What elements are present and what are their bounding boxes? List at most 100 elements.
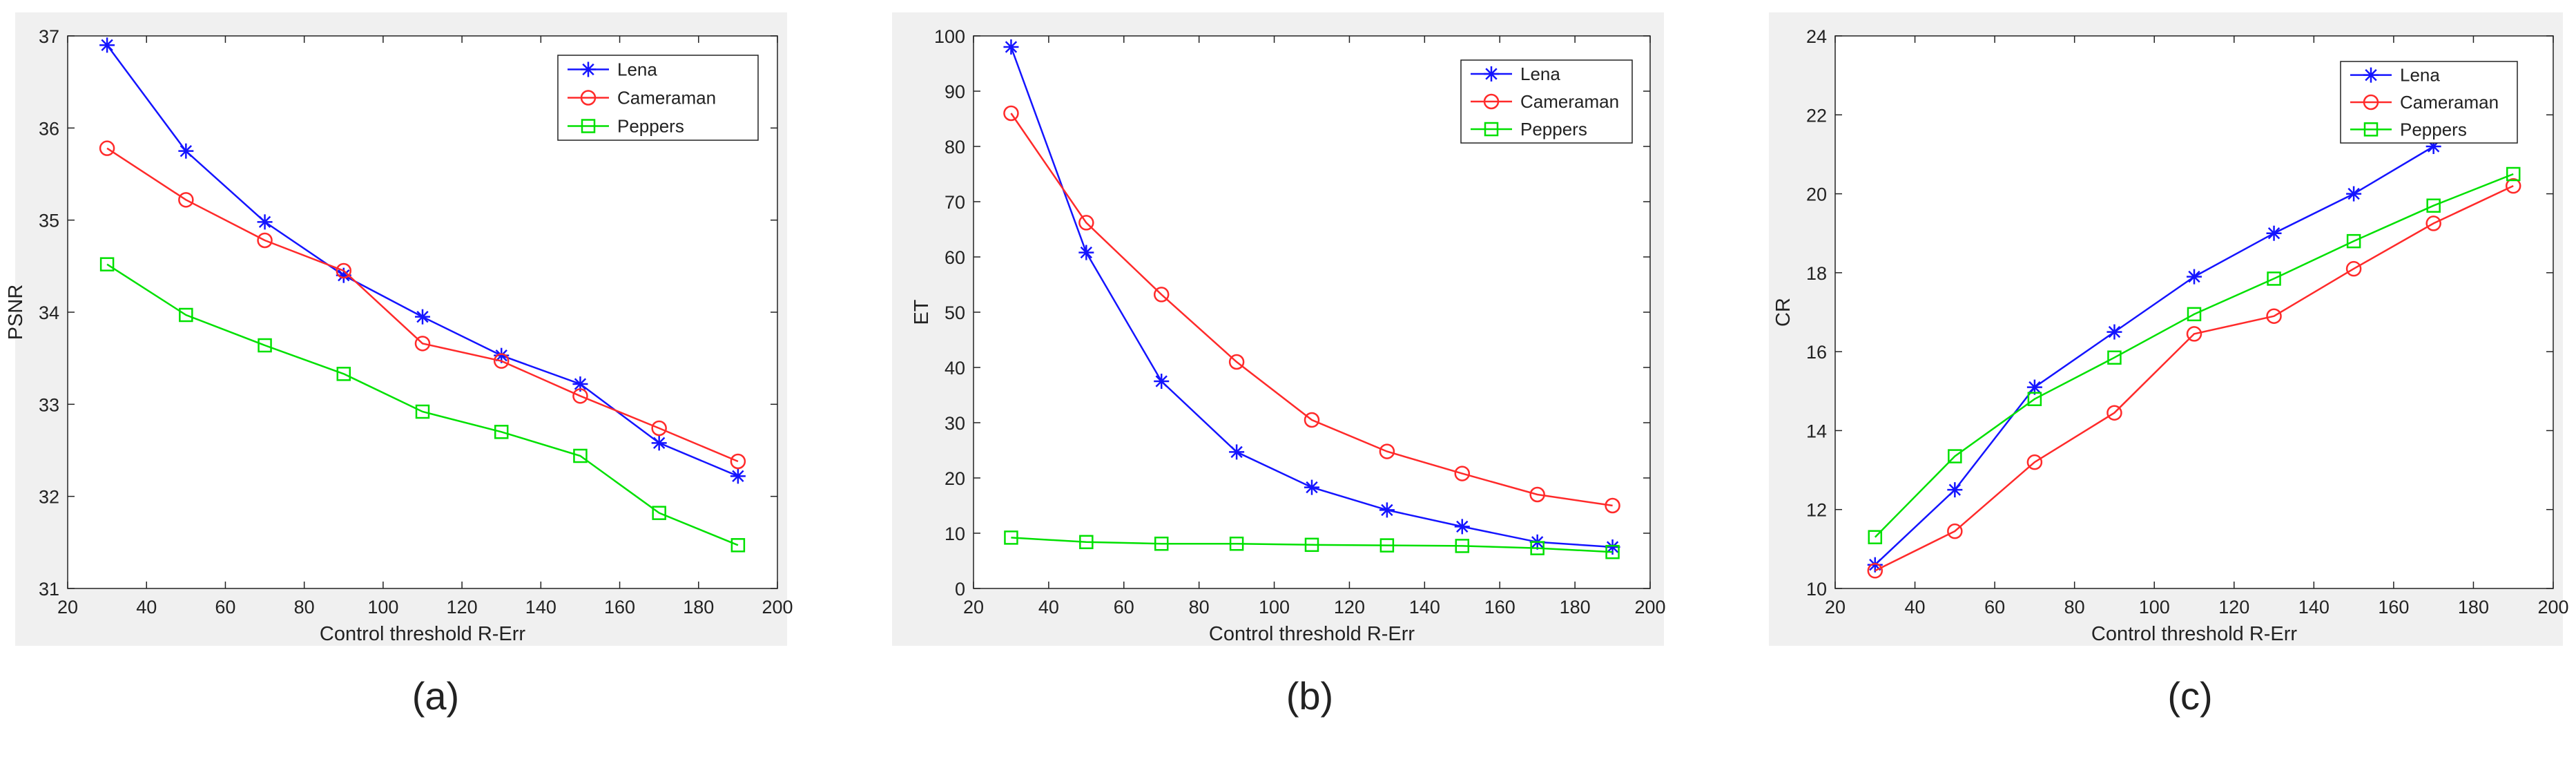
data-point (1379, 443, 1395, 459)
data-point (1004, 530, 1018, 545)
data-point (2426, 198, 2441, 213)
x-tick-label: 160 (1484, 597, 1515, 617)
x-tick-label: 80 (1189, 597, 1210, 617)
y-tick-label: 70 (945, 192, 965, 213)
data-point (99, 37, 115, 53)
x-tick-label: 20 (963, 597, 984, 617)
legend-label: Lena (617, 59, 657, 80)
data-point (1154, 374, 1170, 389)
subfigure-caption: (b) (1286, 674, 1333, 718)
data-point (415, 309, 430, 325)
legend-marker (1484, 122, 1499, 137)
x-tick-label: 60 (215, 597, 235, 617)
data-point (336, 367, 351, 381)
x-tick-label: 200 (1634, 597, 1665, 617)
data-point (178, 192, 194, 208)
data-point (2107, 324, 2122, 340)
data-point (1529, 486, 1545, 503)
y-tick-label: 16 (1806, 342, 1827, 363)
y-tick-label: 30 (945, 413, 965, 434)
data-point (730, 468, 746, 484)
data-point (651, 435, 667, 451)
x-tick-label: 120 (1334, 597, 1365, 617)
x-tick-label: 80 (2064, 597, 2085, 617)
chart-panel: 20 40 60 80 100 120 140 160 180 200 31 32 33 34 35 36 37… (5, 12, 793, 646)
data-point (257, 214, 273, 230)
data-point (1003, 105, 1019, 122)
y-tick-label: 40 (945, 358, 965, 378)
y-tick-label: 20 (945, 468, 965, 489)
x-axis-label: Control threshold R-Err (1209, 623, 1415, 645)
y-tick-label: 35 (39, 211, 59, 231)
y-tick-label: 0 (955, 579, 965, 600)
y-axis-label: CR (1772, 298, 1794, 327)
y-tick-label: 32 (39, 487, 59, 508)
data-point (1947, 523, 1963, 539)
x-tick-label: 160 (604, 597, 635, 617)
data-point (2186, 326, 2202, 342)
x-tick-label: 60 (1984, 597, 2005, 617)
data-point (730, 453, 746, 470)
series-line (1874, 145, 2434, 566)
y-axis-label: PSNR (5, 285, 27, 341)
data-point (1605, 544, 1620, 559)
data-point (1229, 444, 1245, 460)
x-tick-label: 100 (2139, 597, 2170, 617)
series-line (1011, 537, 1613, 553)
data-point (1304, 412, 1320, 428)
legend-marker (1483, 93, 1500, 110)
x-tick-label: 160 (2378, 597, 2409, 617)
data-point (1867, 563, 1883, 579)
legend-marker (2363, 122, 2379, 137)
subfigure-caption: (c) (2167, 674, 2212, 718)
data-point (1454, 466, 1471, 481)
x-tick-label: 180 (1560, 597, 1591, 617)
data-point (1948, 449, 1962, 463)
x-tick-label: 100 (1259, 597, 1290, 617)
data-point (2345, 260, 2362, 277)
legend-label: Cameraman (2400, 92, 2499, 113)
data-point (1605, 497, 1620, 514)
data-point (651, 420, 667, 437)
legend-marker (2363, 94, 2379, 111)
data-point (1153, 287, 1170, 303)
data-point (1228, 354, 1245, 370)
y-tick-label: 36 (39, 118, 59, 139)
data-point (1530, 541, 1544, 555)
legend-marker (581, 119, 596, 133)
data-point (1229, 536, 1244, 551)
data-point (1868, 530, 1883, 544)
x-tick-label: 120 (447, 597, 478, 617)
data-point (1154, 536, 1169, 551)
data-point (2425, 215, 2441, 231)
x-tick-label: 120 (2218, 597, 2249, 617)
y-tick-label: 60 (945, 247, 965, 268)
chart-panel: 20 40 60 80 100 120 140 160 180 200 0 10 20 30 40 50 60 7… (892, 12, 1666, 646)
x-tick-label: 200 (2537, 597, 2568, 617)
data-point (2026, 454, 2043, 470)
y-tick-label: 34 (39, 303, 59, 323)
data-point (2346, 233, 2361, 249)
y-tick-label: 90 (945, 82, 965, 102)
data-point (2266, 225, 2282, 241)
x-tick-label: 100 (367, 597, 398, 617)
data-point (2187, 307, 2202, 322)
legend-label: Peppers (2400, 119, 2467, 140)
data-point (573, 448, 588, 463)
legend-marker (580, 90, 597, 106)
legend-marker (581, 61, 596, 77)
x-tick-label: 180 (2458, 597, 2489, 617)
data-point (257, 232, 273, 249)
x-tick-label: 140 (525, 597, 556, 617)
data-point (2187, 269, 2202, 285)
y-tick-label: 10 (945, 524, 965, 544)
x-tick-label: 40 (136, 597, 157, 617)
x-tick-label: 200 (762, 597, 793, 617)
x-axis-label: Control threshold R-Err (2091, 623, 2297, 645)
legend-label: Peppers (617, 116, 684, 137)
x-tick-label: 180 (683, 597, 714, 617)
subfigure-caption: (a) (412, 674, 459, 718)
data-point (179, 307, 193, 323)
y-axis-label: ET (911, 299, 933, 325)
